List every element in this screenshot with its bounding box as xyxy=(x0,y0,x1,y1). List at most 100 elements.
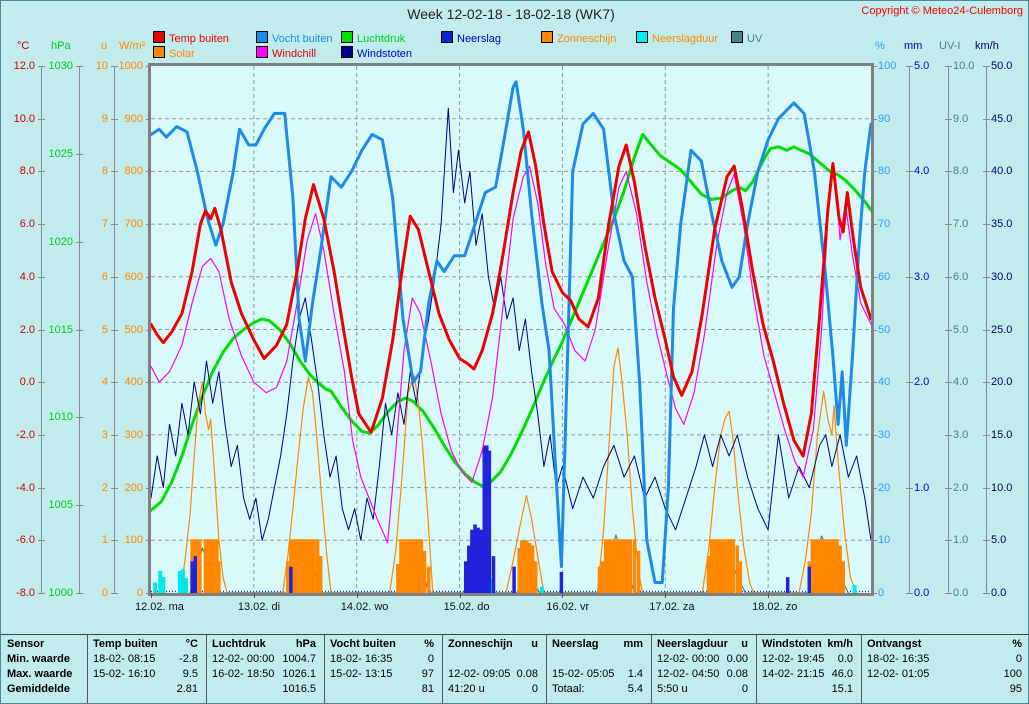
axis-tick-kmh xyxy=(983,329,990,331)
axis-tick-u xyxy=(111,224,118,226)
series-zonneschijn-bar xyxy=(520,540,524,593)
axis-tick-mm xyxy=(906,593,913,594)
axis-tick-kmh xyxy=(983,276,990,278)
series-neerslag-bar xyxy=(473,524,477,593)
legend-label: Windchill xyxy=(272,48,317,60)
legend-item-temp-buiten: Temp buiten xyxy=(153,31,229,45)
axis-ticklabel-pct: 0 xyxy=(878,587,885,599)
day-label: 12.02. ma xyxy=(135,601,184,613)
day-label: 17.02. za xyxy=(649,601,695,613)
axis-tick-hpa xyxy=(76,153,83,155)
series-neerslag-bar xyxy=(487,450,492,593)
axis-unit-temp: °C xyxy=(17,40,30,52)
series-zonneschijn-bar xyxy=(829,539,833,593)
series-zonneschijn-bar xyxy=(396,564,400,593)
series-zonneschijn-bar xyxy=(296,539,301,593)
table-col-unit: u xyxy=(531,638,538,650)
table-col-unit: % xyxy=(424,638,434,650)
axis-ticklabel-mm: 3.0 xyxy=(914,270,930,283)
series-luchtdruk-line xyxy=(151,133,871,512)
axis-ticklabel-kmh: 50.0 xyxy=(991,60,1013,72)
legend-swatch-icon xyxy=(256,46,268,58)
table-cell-time: 12-02- 09:05 xyxy=(448,668,511,680)
series-zonneschijn-bar xyxy=(401,539,406,593)
axis-tick-hpa xyxy=(76,241,83,243)
legend-swatch-icon xyxy=(341,46,353,58)
series-neerslag-bar xyxy=(467,545,471,593)
table-column-divider xyxy=(546,635,547,703)
axis-ticklabel-temp: 6.0 xyxy=(19,218,35,231)
day-label: 18.02. zo xyxy=(752,601,798,613)
axis-tick-u xyxy=(111,434,118,436)
axis-tick-kmh xyxy=(983,593,990,594)
axis-tick-uvi xyxy=(945,434,952,436)
axis-ticklabel-uvi: 4.0 xyxy=(953,376,969,389)
legend-label: Solar xyxy=(169,48,195,60)
table-cell-value: 1026.1 xyxy=(282,668,316,680)
series-zonneschijn-bar xyxy=(294,539,298,593)
legend-label: Zonneschijn xyxy=(557,33,617,45)
axis-tick-u xyxy=(111,382,118,384)
table-column-divider xyxy=(87,635,88,703)
axis-unit-uvi: UV-I xyxy=(939,40,961,52)
axis-tick-temp xyxy=(38,434,45,436)
axis-unit-mm: mm xyxy=(904,40,923,52)
series-zonneschijn-bar xyxy=(636,550,641,593)
legend-swatch-icon xyxy=(441,31,453,43)
axis-ticklabel-uvi: 7.0 xyxy=(953,218,969,231)
axis-ticklabel-wm2: 500 xyxy=(124,323,143,336)
axis-ticklabel-pct: 50 xyxy=(878,323,891,336)
series-zonneschijn-bar xyxy=(735,545,740,593)
axis-tick-kmh xyxy=(983,66,990,67)
axis-ticklabel-temp: -4.0 xyxy=(16,481,35,494)
axis-tick-hpa xyxy=(76,505,83,507)
table-cell-value: 0.00 xyxy=(726,653,748,665)
series-zonneschijn-bar xyxy=(299,539,303,593)
plot-area xyxy=(148,63,874,596)
series-zonneschijn-bar xyxy=(815,539,820,593)
axis-ticklabel-u: 6 xyxy=(101,270,108,283)
axis-ticklabel-uvi: 6.0 xyxy=(953,270,969,283)
axis-ticklabel-u: 4 xyxy=(101,376,108,389)
axis-tick-temp xyxy=(38,329,45,331)
table-cell-value: 1004.7 xyxy=(282,653,316,665)
axis-tick-kmh xyxy=(983,118,990,120)
series-zonneschijn-bar xyxy=(706,556,711,593)
legend-label: Windstoten xyxy=(357,48,413,60)
table-col-header: Windstoten xyxy=(762,638,822,650)
table-cell-value: 46.0 xyxy=(831,668,853,680)
table-row-label: Sensor xyxy=(7,638,45,650)
table-cell-time: 12-02- 04:50 xyxy=(657,668,720,680)
series-zonneschijn-bar xyxy=(619,539,624,593)
stats-table: Sensor Min. waarde Max. waarde Gemiddelde Te… xyxy=(1,634,1028,703)
axis-ticklabel-uvi: 3.0 xyxy=(953,428,969,441)
series-neerslag-bar xyxy=(190,561,194,593)
legend-swatch-icon xyxy=(541,31,553,43)
axis-ticklabel-kmh: 20.0 xyxy=(991,376,1013,389)
series-vocht-buiten-line xyxy=(151,80,871,584)
table-cell-time: 12-02- 00:00 xyxy=(212,653,275,665)
axis-line-mm xyxy=(909,66,910,594)
axis-ticklabel-hpa: 1030 xyxy=(48,60,73,72)
axis-ticklabel-uvi: 9.0 xyxy=(953,112,969,125)
table-cell-value: 2.81 xyxy=(176,683,198,695)
axis-ticklabel-wm2: 200 xyxy=(124,481,143,494)
table-cell-value: 0.08 xyxy=(726,668,748,680)
series-zonneschijn-bar xyxy=(810,539,815,593)
legend-swatch-icon xyxy=(153,31,165,43)
axis-ticklabel-wm2: 400 xyxy=(124,376,143,389)
axis-tick-temp xyxy=(38,593,45,594)
legend-label: Temp buiten xyxy=(169,33,229,45)
axis-tick-hpa xyxy=(76,417,83,419)
series-zonneschijn-bar xyxy=(617,539,621,593)
series-zonneschijn-bar xyxy=(709,539,714,593)
axis-ticklabel-mm: 5.0 xyxy=(914,60,930,72)
series-zonneschijn-bar xyxy=(731,539,735,593)
series-zonneschijn-bar xyxy=(417,539,421,593)
table-cell-value: 97 xyxy=(421,668,434,680)
series-zonneschijn-bar xyxy=(603,539,608,593)
axis-tick-u xyxy=(111,593,118,594)
series-zonneschijn-bar xyxy=(412,539,416,593)
axis-ticklabel-kmh: 0.0 xyxy=(991,587,1007,599)
table-col-header: Vocht buiten xyxy=(330,638,396,650)
